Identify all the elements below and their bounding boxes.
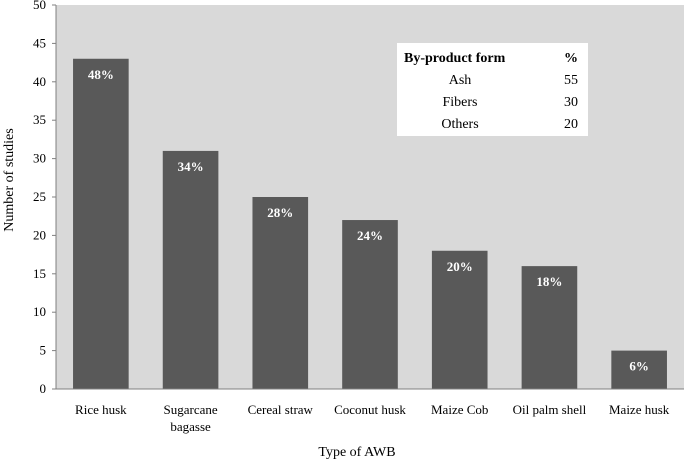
y-tick-label: 40 <box>33 74 46 89</box>
table-cell-form: Ash <box>449 73 472 88</box>
bar <box>73 58 129 389</box>
y-tick-label: 30 <box>33 151 46 166</box>
y-tick-label: 25 <box>33 189 46 204</box>
table-cell-percent: 55 <box>564 73 578 88</box>
y-tick-label: 50 <box>33 0 46 12</box>
x-tick-label: Rice husk <box>75 402 127 417</box>
y-tick-label: 20 <box>33 227 46 242</box>
table-cell-percent: 30 <box>564 95 578 110</box>
bar <box>611 350 667 389</box>
y-tick-label: 35 <box>33 112 46 127</box>
bar-data-label: 18% <box>536 274 562 289</box>
x-tick-label: Oil palm shell <box>513 402 587 417</box>
x-axis-title: Type of AWB <box>318 445 395 460</box>
table-cell-form: Fibers <box>443 95 478 110</box>
x-axis: Rice husk Sugarcane bagasse Cereal straw Coc… <box>56 388 684 434</box>
x-tick-label: Cereal straw <box>248 402 314 417</box>
table-cell-percent: 20 <box>564 117 578 132</box>
bar <box>342 220 398 389</box>
bar-data-label: 20% <box>447 259 473 274</box>
table-header-form: By-product form <box>404 51 506 66</box>
y-tick-label: 0 <box>40 381 47 396</box>
inset-table-background <box>397 43 588 136</box>
table-header-percent: % <box>564 51 578 66</box>
x-tick-label: Coconut husk <box>334 402 406 417</box>
y-tick-label: 10 <box>33 304 46 319</box>
x-tick-label: Sugarcane bagasse <box>164 402 218 434</box>
inset-table: By-product form % Ash 55 Fibers 30 Others 20 <box>397 43 588 136</box>
bars-group: 48% 34% 28% 24% 20% 18% 6% <box>73 58 667 389</box>
bar <box>252 197 309 389</box>
x-tick-label: Maize husk <box>609 402 670 417</box>
x-tick-label: Maize Cob <box>431 402 488 417</box>
bar-data-label: 24% <box>357 228 383 243</box>
bar-data-label: 6% <box>629 359 649 374</box>
y-tick-label: 5 <box>40 343 47 358</box>
bar <box>521 266 578 389</box>
bar-data-label: 28% <box>267 205 293 220</box>
y-tick-label: 45 <box>33 35 46 50</box>
y-axis: 0 5 10 15 20 25 30 35 40 45 50 <box>33 0 57 396</box>
bar <box>431 250 488 389</box>
bar-data-label: 34% <box>178 159 204 174</box>
table-cell-form: Others <box>441 117 478 132</box>
bar <box>162 150 219 389</box>
y-tick-label: 15 <box>33 266 46 281</box>
y-axis-title: Number of studies <box>2 128 17 231</box>
bar-data-label: 48% <box>88 67 114 82</box>
